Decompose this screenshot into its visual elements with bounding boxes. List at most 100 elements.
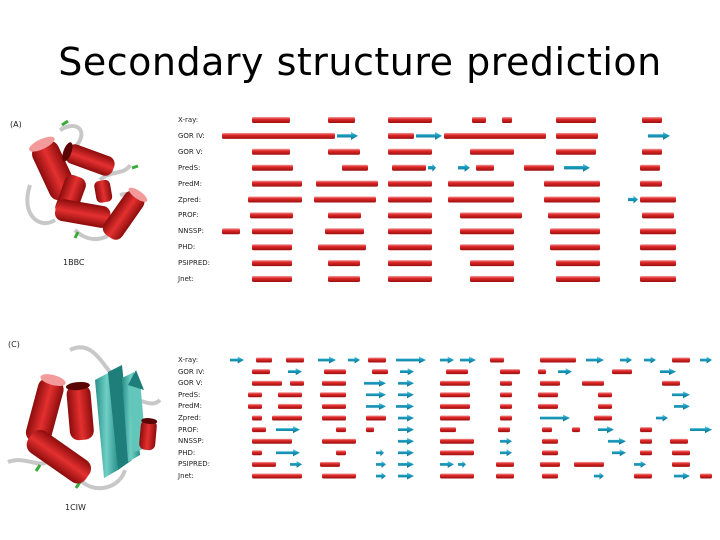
strand-arrow bbox=[558, 368, 572, 376]
helix-segment bbox=[538, 369, 546, 375]
helix-segment bbox=[670, 438, 688, 444]
helix-segment bbox=[542, 473, 558, 479]
helix-segment bbox=[252, 461, 276, 467]
helix-segment bbox=[222, 132, 335, 139]
helix-segment bbox=[556, 276, 600, 282]
helix-segment bbox=[538, 403, 558, 409]
strand-arrow bbox=[290, 460, 302, 468]
method-label: PSIPRED: bbox=[178, 259, 210, 268]
helix-segment bbox=[388, 276, 432, 282]
strand-arrow bbox=[398, 437, 414, 445]
helix-segment bbox=[286, 357, 304, 363]
helix-segment bbox=[252, 276, 292, 282]
strand-arrow bbox=[598, 426, 614, 434]
helix-segment bbox=[388, 228, 432, 235]
helix-segment bbox=[248, 392, 262, 398]
strand-arrow bbox=[318, 356, 336, 364]
strand-arrow bbox=[366, 402, 386, 410]
helix-segment bbox=[634, 473, 652, 479]
helix-segment bbox=[460, 244, 514, 251]
helix-segment bbox=[444, 132, 546, 139]
helix-segment bbox=[500, 392, 512, 398]
strand-arrow bbox=[608, 437, 626, 445]
helix-segment bbox=[612, 369, 632, 375]
strand-arrow bbox=[230, 356, 244, 364]
helix-segment bbox=[460, 212, 522, 219]
helix-segment bbox=[542, 427, 552, 433]
method-label: PROF: bbox=[178, 425, 199, 434]
helix-segment bbox=[498, 427, 510, 433]
strand-arrow bbox=[628, 195, 638, 204]
helix-segment bbox=[672, 461, 690, 467]
strand-arrow bbox=[337, 131, 358, 140]
helix-segment bbox=[524, 164, 554, 171]
panel-c-label: (C) bbox=[8, 340, 20, 349]
helix-segment bbox=[556, 132, 598, 139]
helix-segment bbox=[290, 380, 304, 386]
helix-segment bbox=[502, 117, 512, 123]
helix-segment bbox=[320, 461, 340, 467]
slide-title: Secondary structure prediction bbox=[58, 40, 662, 84]
helix-segment bbox=[548, 212, 600, 219]
strand-arrow bbox=[644, 356, 656, 364]
helix-segment bbox=[640, 427, 652, 433]
helix-segment bbox=[556, 117, 596, 123]
helix-segment bbox=[574, 461, 604, 467]
helix-segment bbox=[252, 228, 293, 235]
helix-segment bbox=[440, 427, 456, 433]
helix-segment bbox=[640, 180, 662, 187]
strand-arrow bbox=[398, 472, 414, 480]
helix-segment bbox=[252, 117, 290, 123]
strand-arrow bbox=[428, 163, 436, 172]
helix-segment bbox=[640, 228, 676, 235]
helix-segment bbox=[582, 380, 604, 386]
helix-segment bbox=[556, 260, 600, 267]
helix-segment bbox=[448, 196, 514, 203]
helix-segment bbox=[248, 403, 262, 409]
helix-segment bbox=[598, 403, 612, 409]
helix-segment bbox=[440, 438, 474, 444]
helix-segment bbox=[642, 148, 662, 155]
strand-arrow bbox=[376, 449, 384, 457]
helix-segment bbox=[538, 392, 558, 398]
method-label: PredS: bbox=[178, 163, 201, 172]
strand-arrow bbox=[376, 460, 386, 468]
helix-segment bbox=[252, 415, 262, 421]
helix-segment bbox=[500, 380, 512, 386]
strand-arrow bbox=[620, 356, 632, 364]
method-label: PredM: bbox=[178, 179, 202, 188]
helix-segment bbox=[440, 473, 474, 479]
strand-arrow bbox=[458, 163, 470, 172]
panel-a-pdb-label: 1BBC bbox=[63, 258, 85, 267]
helix-segment bbox=[440, 403, 470, 409]
strand-arrow bbox=[396, 402, 414, 410]
strand-arrow bbox=[376, 472, 386, 480]
method-label: GOR IV: bbox=[178, 131, 205, 140]
strand-arrow bbox=[672, 391, 690, 399]
protein-structure-1bbc-illustration bbox=[25, 119, 148, 241]
helix-segment bbox=[640, 276, 676, 282]
method-label: X-ray: bbox=[178, 116, 199, 124]
method-label: PHD: bbox=[178, 448, 196, 457]
strand-arrow bbox=[364, 379, 386, 387]
helix-segment bbox=[328, 276, 360, 282]
helix-segment bbox=[470, 276, 514, 282]
strand-arrow bbox=[348, 356, 360, 364]
helix-segment bbox=[252, 164, 293, 171]
helix-segment bbox=[700, 473, 712, 479]
strand-arrow bbox=[400, 368, 414, 376]
method-label: Zpred: bbox=[178, 414, 202, 422]
helix-segment bbox=[540, 461, 560, 467]
strand-arrow bbox=[612, 449, 626, 457]
helix-segment bbox=[388, 132, 414, 139]
helix-segment bbox=[325, 228, 364, 235]
strand-arrow bbox=[586, 356, 604, 364]
strand-arrow bbox=[416, 131, 442, 140]
method-label: Jnet: bbox=[178, 472, 194, 480]
method-label: GOR V: bbox=[178, 147, 203, 156]
strand-arrow bbox=[276, 426, 300, 434]
helix-segment bbox=[322, 473, 356, 479]
helix-segment bbox=[252, 244, 292, 251]
helix-segment bbox=[250, 212, 293, 219]
helix-segment bbox=[322, 380, 346, 386]
